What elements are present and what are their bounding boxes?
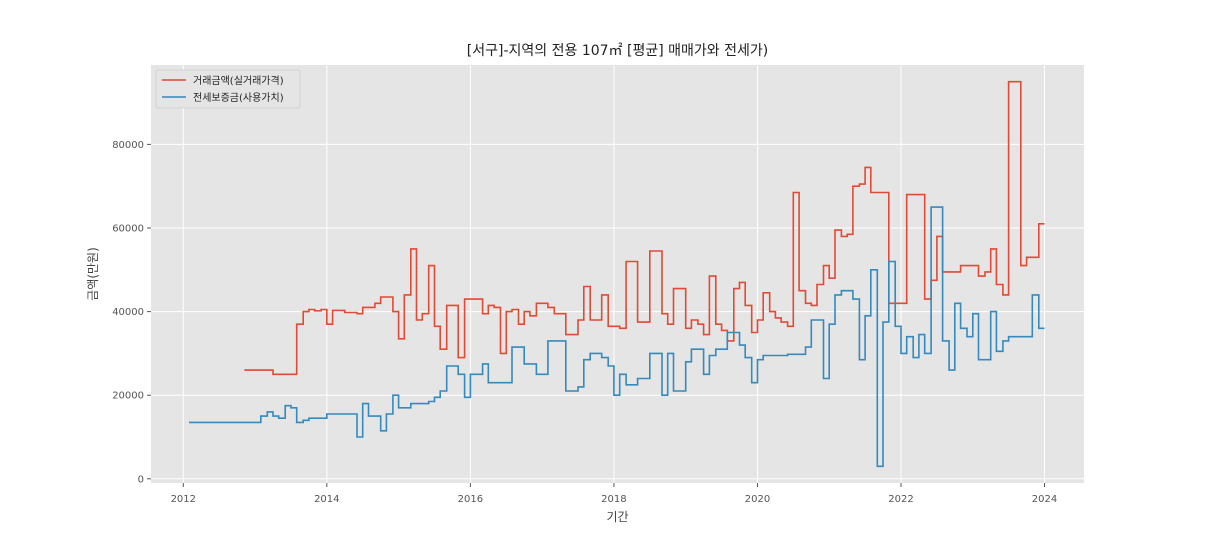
x-tick-label: 2012 [171, 494, 196, 505]
y-tick-label: 60000 [112, 224, 144, 235]
y-tick-label: 20000 [112, 391, 144, 402]
chart-title: [서구]-지역의 전용 107㎡ [평균] 매매가와 전세가) [467, 43, 768, 59]
legend-label-sale: 거래금액(실거래가격) [193, 74, 284, 87]
x-axis-label: 기간 [606, 510, 628, 524]
legend-box [155, 69, 301, 109]
x-tick-label: 2022 [888, 494, 913, 505]
x-tick-label: 2014 [314, 494, 339, 505]
y-tick-label: 80000 [112, 140, 144, 151]
x-tick-label: 2020 [745, 494, 770, 505]
x-tick-label: 2024 [1032, 494, 1057, 505]
y-tick-label: 0 [138, 474, 144, 485]
series-line-jeonse [189, 206, 1045, 468]
y-axis-label: 금액(만원) [86, 247, 100, 301]
y-axis-ticks: 0 20000 40000 60000 80000 [112, 140, 151, 485]
legend: 거래금액(실거래가격) 전세보증금(사용가치) [155, 69, 301, 109]
series-layer [189, 80, 1045, 468]
x-tick-label: 2016 [458, 494, 483, 505]
y-tick-label: 40000 [112, 307, 144, 318]
x-axis-ticks: 2012 2014 2016 2018 2020 2022 2024 [171, 483, 1057, 505]
legend-label-jeonse: 전세보증금(사용가치) [193, 92, 284, 104]
series-line-sale [244, 80, 1045, 376]
plot-background [151, 65, 1084, 483]
x-tick-label: 2018 [601, 494, 626, 505]
